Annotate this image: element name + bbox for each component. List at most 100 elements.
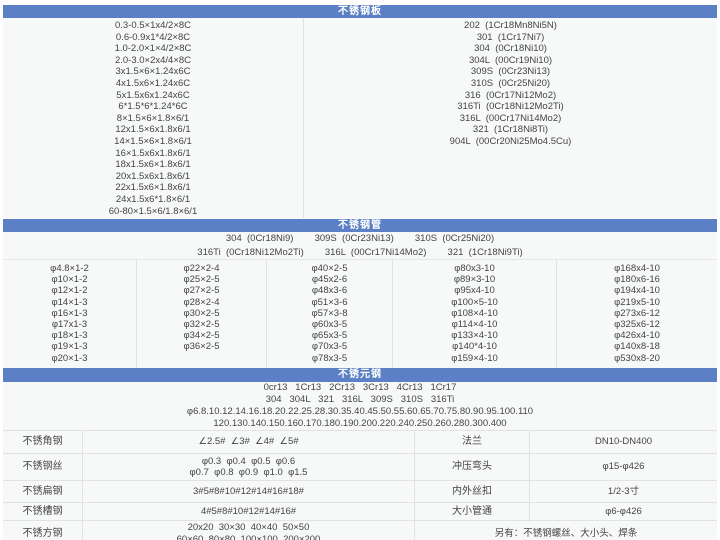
plate-size-item: 1.0-2.0×1×4/2×8C <box>114 43 192 55</box>
pipe-size-item: φ70x3-5 <box>311 341 348 353</box>
row-label-stamped-elbow: 冲压弯头 <box>415 454 530 480</box>
round-bar-line: 0cr13 1Cr13 2Cr13 3Cr13 4Cr13 1Cr17 <box>263 382 457 393</box>
pipe-grades-block: 304 (0Cr18Ni9) 309S (0Cr23Ni13) 310S (0C… <box>3 232 717 260</box>
section-header-plate: 不锈钢板 <box>3 5 717 18</box>
pipe-size-item: φ14×1-3 <box>51 296 88 308</box>
plate-grade-item: 316L (00Cr17Ni14Mo2) <box>459 112 562 124</box>
pipe-size-item: φ48x3-6 <box>311 285 348 297</box>
plate-grade-item: 310S (0Cr25Ni20) <box>470 77 551 89</box>
round-bar-line: φ6.8.10.12.14.16.18.20.22.25.28.30.35.40… <box>186 406 534 417</box>
pipe-size-item: φ34×2-5 <box>183 330 220 342</box>
pipe-size-item: φ180x6-16 <box>614 274 660 286</box>
row-label-flange: 法兰 <box>415 431 530 453</box>
table-row: 不锈角钢 ∠2.5# ∠3# ∠4# ∠5# 法兰 DN10-DN400 <box>3 430 717 453</box>
pipe-size-item: φ20×1-3 <box>51 352 88 364</box>
plate-grade-item: 316 (0Cr17Ni12Mo2) <box>464 89 557 101</box>
row-value-steel-wire: φ0.3 φ0.4 φ0.5 φ0.6 φ0.7 φ0.8 φ0.9 φ1.0 … <box>83 454 415 480</box>
pipe-size-item: φ89×3-10 <box>453 274 496 286</box>
plate-size-item: 22x1.5x6×1.8x6/1 <box>115 182 191 194</box>
row-label-angle-steel: 不锈角钢 <box>3 431 83 453</box>
row-value-angle-steel: ∠2.5# ∠3# ∠4# ∠5# <box>83 431 415 453</box>
pipe-size-item: φ95x4-10 <box>454 285 495 297</box>
pipe-size-item: φ60x3-5 <box>311 319 348 331</box>
pipe-size-item: φ25×2-5 <box>183 274 220 286</box>
row-value-stamped-elbow: φ15-φ426 <box>602 461 645 473</box>
pipe-size-item: φ65x3-5 <box>311 330 348 342</box>
pipe-size-item: φ27×2-5 <box>183 285 220 297</box>
pipe-sizes-column-3: φ40×2-5 φ45x2-6 φ48x3-6 φ51×3-6 φ57×3-8 φ60x3… <box>267 260 393 368</box>
pipe-size-item: φ17x1-3 <box>51 319 88 331</box>
row-value-pipe-coupling: φ6-φ426 <box>605 505 642 517</box>
misc-products-table: 不锈角钢 ∠2.5# ∠3# ∠4# ∠5# 法兰 DN10-DN400 不锈钢… <box>3 430 717 540</box>
row-label-thread-fitting: 内外丝扣 <box>415 481 530 502</box>
pipe-grade-line: 304 (0Cr18Ni9) 309S (0Cr23Ni13) 310S (0C… <box>225 233 495 244</box>
pipe-size-item: φ168x4-10 <box>614 263 660 274</box>
plate-size-item: 0.3-0.5×1x4/2×8C <box>114 20 192 31</box>
pipe-size-item: φ114×4-10 <box>451 319 498 331</box>
plate-size-item: 14×1.5×6×1.8×6/1 <box>114 135 192 147</box>
plate-grade-item: 301 (1Cr17Ni7) <box>476 31 545 43</box>
row-value-thread-fitting: 1/2-3寸 <box>607 485 640 497</box>
pipe-size-item: φ12×1-2 <box>51 285 88 297</box>
pipe-size-item: φ219x5-10 <box>614 296 660 308</box>
pipe-size-item: φ133×4-10 <box>451 330 498 342</box>
section-header-pipe: 不锈钢管 <box>3 219 717 232</box>
pipe-size-item: φ19×1-3 <box>51 341 88 353</box>
row-label-square-steel: 不锈方钢 <box>3 521 83 540</box>
row-value-flange: DN10-DN400 <box>594 436 653 448</box>
pipe-size-item: φ32×2-5 <box>183 319 220 331</box>
pipe-sizes-column-5: φ168x4-10 φ180x6-16 φ194x4-10 φ219x5-10 φ273… <box>557 260 717 368</box>
row-label-pipe-coupling: 大小管通 <box>415 503 530 520</box>
pipe-size-item: φ40×2-5 <box>311 263 348 274</box>
plate-sizes-column: 0.3-0.5×1x4/2×8C 0.6-0.9x1*4/2×8C 1.0-2.0×… <box>3 18 304 218</box>
plate-size-item: 20x1.5x6x1.8x6/1 <box>115 170 191 182</box>
table-row: 不锈扁钢 3#5#8#10#12#14#16#18# 内外丝扣 1/2-3寸 <box>3 480 717 502</box>
pipe-size-item: φ78x3-5 <box>311 352 348 364</box>
plate-grade-item: 304 (0Cr18Ni10) <box>474 43 547 55</box>
round-bar-block: 0cr13 1Cr13 2Cr13 3Cr13 4Cr13 1Cr17 304 3… <box>3 382 717 430</box>
pipe-size-item: φ140*4-10 <box>452 341 497 353</box>
also-available-note: 另有：不锈钢螺丝、大小头、焊条 <box>494 527 638 539</box>
plate-size-item: 60-80×1.5×6/1.8×6/1 <box>108 205 198 217</box>
pipe-sizes-column-4: φ80x3-10 φ89×3-10 φ95x4-10 φ100×5-10 φ108×4-… <box>393 260 557 368</box>
pipe-size-item: φ100×5-10 <box>451 296 498 308</box>
pipe-sizes-column-1: φ4.8×1-2 φ10×1-2 φ12×1-2 φ14×1-3 φ16×1-3 φ17x… <box>3 260 137 368</box>
pipe-size-item: φ45x2-6 <box>311 274 348 286</box>
plate-grade-item: 202 (1Cr18Mn8Ni5N) <box>464 20 557 31</box>
plate-grade-item: 316Ti (0Cr18Ni12Mo2Ti) <box>457 101 564 113</box>
plate-size-item: 2.0-3.0×2x4/4×8C <box>114 54 192 66</box>
plate-size-item: 18x1.5x6×1.8x6/1 <box>115 159 191 171</box>
pipe-size-item: φ57×3-8 <box>311 307 348 319</box>
pipe-size-item: φ28×2-4 <box>183 296 220 308</box>
plate-size-item: 4x1.5x6×1.24x6C <box>115 77 191 89</box>
plate-grade-item: 309S (0Cr23Ni13) <box>470 66 551 78</box>
table-row: 不锈钢丝 φ0.3 φ0.4 φ0.5 φ0.6 φ0.7 φ0.8 φ0.9 … <box>3 453 717 480</box>
pipe-size-item: φ140x8-18 <box>614 341 660 353</box>
round-bar-line: 120.130.140.150.160.170.180.190.200.220.… <box>213 418 507 429</box>
row-label-channel-steel: 不锈槽钢 <box>3 503 83 520</box>
plate-size-item: 3x1.5×6×1.24x6C <box>115 66 191 78</box>
table-row: 不锈方钢 20x20 30×30 40×40 50×50 60×60 80×80… <box>3 520 717 540</box>
round-bar-line: 304 304L 321 316L 309S 310S 316Ti <box>265 394 455 405</box>
pipe-size-item: φ159×4-10 <box>451 352 498 364</box>
row-label-flat-steel: 不锈扁钢 <box>3 481 83 502</box>
pipe-size-item: φ325x6-12 <box>614 319 660 331</box>
pipe-size-item: φ36×2-5 <box>183 341 220 353</box>
pipe-sizes-column-2: φ22×2-4 φ25×2-5 φ27×2-5 φ28×2-4 φ30×2-5 φ32×2… <box>137 260 267 368</box>
pipe-size-item: φ80x3-10 <box>454 263 495 274</box>
pipe-grade-line: 316Ti (0Cr18Ni12Mo2Ti) 316L (00Cr17Ni14M… <box>197 246 523 258</box>
pipe-size-item: φ426x4-10 <box>614 330 660 342</box>
table-row: 不锈槽钢 4#5#8#10#12#14#16# 大小管通 φ6-φ426 <box>3 502 717 520</box>
plate-size-item: 16×1.5x6x1.8x6/1 <box>115 147 191 159</box>
plate-size-item: 6*1.5*6*1.24*6C <box>118 101 188 113</box>
pipe-size-item: φ51×3-6 <box>311 296 348 308</box>
pipe-size-item: φ108×4-10 <box>451 307 498 319</box>
pipe-size-item: φ10×1-2 <box>51 274 88 286</box>
row-value-square-steel: 20x20 30×30 40×40 50×50 60×60 80×80 100×… <box>83 521 415 540</box>
plate-size-item: 0.6-0.9x1*4/2×8C <box>115 31 191 43</box>
plate-grade-item: 904L (00Cr20Ni25Mo4.5Cu) <box>449 135 572 147</box>
pipe-size-item: φ30×2-5 <box>183 307 220 319</box>
pipe-size-item: φ530x8-20 <box>614 352 660 364</box>
row-value-flat-steel: 3#5#8#10#12#14#16#18# <box>83 481 415 502</box>
